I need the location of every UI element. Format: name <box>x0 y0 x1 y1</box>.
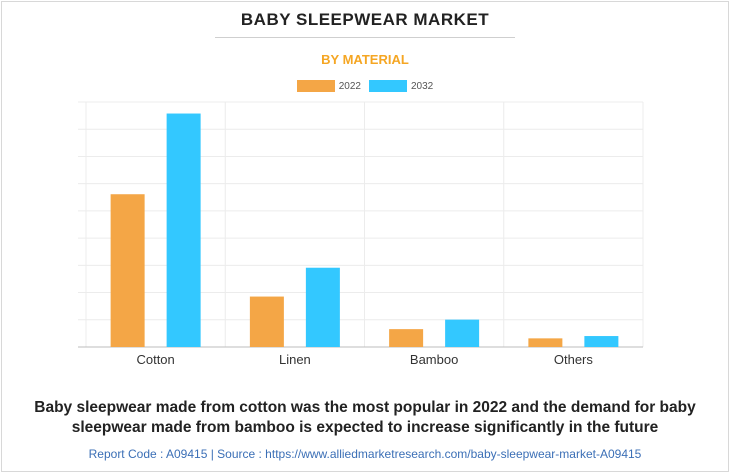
x-tick-label-linen: Linen <box>279 352 311 367</box>
legend-item-2032: 2032 <box>369 80 433 92</box>
bar-others-2032 <box>584 336 619 347</box>
legend-label-2032: 2032 <box>411 80 434 92</box>
legend-label-2022: 2022 <box>338 80 361 92</box>
x-tick-label-others: Others <box>554 352 594 367</box>
bar-bamboo-2022 <box>389 329 424 347</box>
bar-linen-2022 <box>249 296 284 347</box>
chart-title: BABY SLEEPWEAR MARKET <box>240 10 490 29</box>
bar-others-2022 <box>528 338 563 347</box>
bar-cotton-2022 <box>110 194 145 347</box>
bar-cotton-2032 <box>166 113 201 347</box>
legend-swatch-2022 <box>296 80 335 92</box>
title-divider <box>215 37 515 38</box>
x-tick-label-bamboo: Bamboo <box>410 352 458 367</box>
legend-item-2022: 2022 <box>296 80 361 92</box>
chart-subtitle: BY MATERIAL <box>321 52 409 67</box>
bar-linen-2032 <box>305 267 340 347</box>
report-source-footer: Report Code : A09415 | Source : https://… <box>88 447 642 461</box>
x-tick-label-cotton: Cotton <box>136 352 174 367</box>
legend-swatch-2032 <box>369 80 407 92</box>
legend: 2022 2032 <box>0 80 730 92</box>
bar-bamboo-2032 <box>445 319 480 347</box>
chart-caption: Baby sleepwear made from cotton was the … <box>34 399 696 436</box>
